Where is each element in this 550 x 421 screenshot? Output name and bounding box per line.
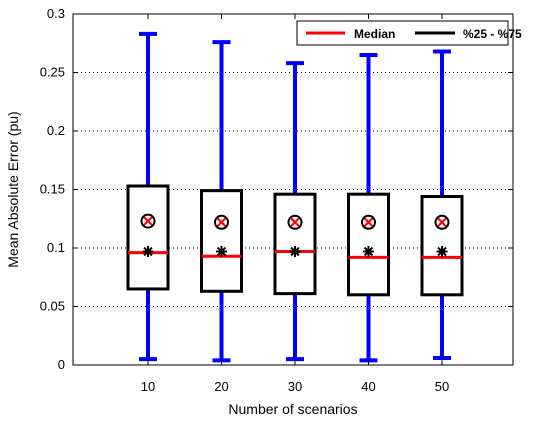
cross-marker bbox=[363, 217, 374, 227]
quartile-box bbox=[347, 192, 390, 297]
y-tick-label: 0.1 bbox=[47, 240, 65, 255]
y-tick-label: 0.15 bbox=[40, 182, 65, 197]
box-10 bbox=[126, 31, 170, 362]
legend: Median %25 - %75 bbox=[296, 20, 522, 46]
box-40 bbox=[347, 52, 390, 363]
legend-box bbox=[296, 20, 509, 46]
circle-marker bbox=[140, 213, 156, 229]
legend-quartile-label: %25 - %75 bbox=[463, 27, 522, 41]
box-plot-series bbox=[126, 31, 464, 363]
star-marker bbox=[142, 246, 154, 258]
cross-marker bbox=[437, 217, 447, 227]
star-stroke bbox=[290, 246, 300, 257]
y-tick-label: 0.2 bbox=[47, 123, 65, 138]
legend-median-label: Median bbox=[354, 27, 395, 41]
y-tick-label: 0.25 bbox=[40, 65, 65, 80]
box-20 bbox=[200, 40, 243, 363]
x-tick-label: 50 bbox=[435, 379, 449, 394]
x-axis-label: Number of scenarios bbox=[228, 401, 357, 417]
y-axis-label: Mean Absolute Error (pu) bbox=[5, 111, 21, 267]
quartile-box bbox=[273, 192, 317, 296]
star-stroke bbox=[216, 246, 227, 257]
star-marker bbox=[436, 246, 448, 258]
y-tick-label: 0 bbox=[58, 357, 65, 372]
star-stroke bbox=[143, 246, 153, 257]
x-tick-label: 10 bbox=[141, 379, 155, 394]
y-tick-label: 0.3 bbox=[47, 6, 65, 21]
quartile-box bbox=[420, 195, 464, 297]
star-marker bbox=[289, 246, 301, 258]
quartile-box bbox=[126, 184, 170, 291]
axis-ticks: 0 0.05 0.1 0.15 0.2 0.25 0.3 10 20 30 40 50 bbox=[40, 6, 513, 394]
cross-marker bbox=[290, 217, 300, 227]
box-50 bbox=[420, 49, 464, 360]
box-30 bbox=[273, 61, 317, 362]
star-marker bbox=[363, 246, 374, 258]
star-marker bbox=[216, 246, 227, 258]
y-tick-label: 0.05 bbox=[40, 299, 65, 314]
circle-marker bbox=[361, 214, 376, 230]
x-tick-label: 40 bbox=[361, 379, 375, 394]
quartile-box bbox=[200, 189, 243, 293]
x-tick-label: 20 bbox=[214, 379, 228, 394]
x-tick-label: 30 bbox=[288, 379, 302, 394]
cross-marker bbox=[143, 216, 153, 226]
circle-marker bbox=[287, 214, 303, 230]
circle-marker bbox=[434, 214, 450, 230]
star-stroke bbox=[437, 246, 447, 257]
cross-marker bbox=[216, 217, 227, 227]
circle-marker bbox=[214, 214, 229, 230]
star-stroke bbox=[363, 246, 374, 257]
